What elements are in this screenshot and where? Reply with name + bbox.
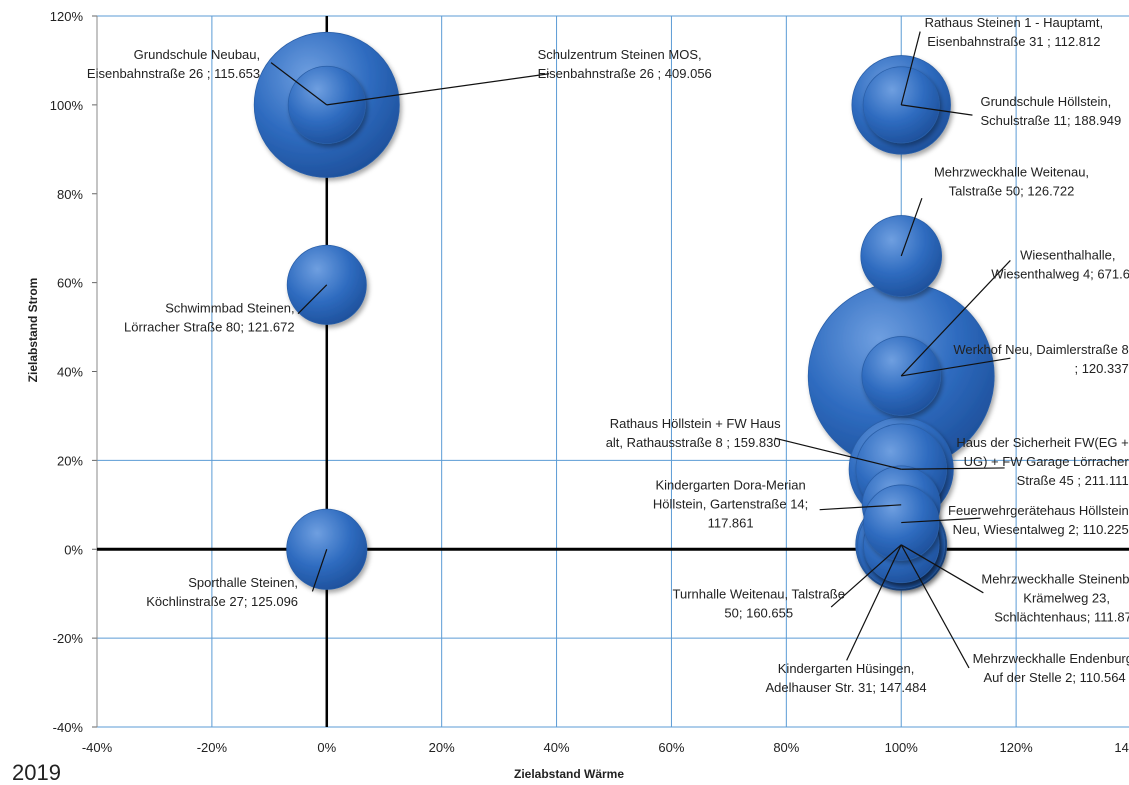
y-axis-title: Zielabstand Strom <box>26 278 40 383</box>
data-label-line: Kindergarten Dora-Merian <box>655 478 805 493</box>
y-tick-label: 0% <box>64 542 83 557</box>
data-label-line: Schulstraße 11; 188.949 <box>980 113 1121 128</box>
year-label: 2019 <box>12 760 61 785</box>
y-tick-label: -20% <box>53 631 84 646</box>
data-label-line: Talstraße 50; 126.722 <box>949 183 1075 198</box>
data-label-line: Mehrzweckhalle Weitenau, <box>934 164 1089 179</box>
data-label-line: Sporthalle Steinen, <box>188 575 298 590</box>
data-label-line: ; 120.337 <box>1074 361 1128 376</box>
data-label-line: Turnhalle Weitenau, Talstraße <box>673 587 845 602</box>
data-label-line: Straße 45 ; 211.111 <box>1017 473 1129 488</box>
data-label-line: 117.861 <box>708 516 754 531</box>
data-label-line: Adelhauser Str. 31; 147.484 <box>765 680 926 695</box>
data-label-line: Mehrzweckhalle Steinenberg, <box>981 571 1129 586</box>
data-label-line: Eisenbahnstraße 26 ; 409.056 <box>538 66 712 81</box>
data-label-line: Wiesenthalhalle, <box>1020 248 1115 263</box>
y-tick-label: 120% <box>50 9 84 24</box>
data-label-line: Neu, Wiesentalweg 2; 110.225 <box>953 522 1129 537</box>
y-tick-label: -40% <box>53 720 84 735</box>
x-axis-title: Zielabstand Wärme <box>514 767 624 781</box>
data-label-line: UG) + FW Garage Lörracher <box>964 454 1129 469</box>
y-tick-label: 80% <box>57 187 83 202</box>
x-tick-label: 140% <box>1114 740 1129 755</box>
data-label-line: Werkhof Neu, Daimlerstraße 8 <box>953 342 1128 357</box>
x-tick-label: 20% <box>429 740 455 755</box>
data-label-line: Krämelweg 23, <box>1023 590 1110 605</box>
y-tick-label: 20% <box>57 453 83 468</box>
data-label-line: Schlächtenhaus; 111.879 <box>994 609 1129 624</box>
x-tick-label: -20% <box>197 740 228 755</box>
x-tick-label: 100% <box>885 740 919 755</box>
x-tick-label: 80% <box>773 740 799 755</box>
y-tick-label: 60% <box>57 276 83 291</box>
data-label-line: Rathaus Höllstein + FW Haus <box>610 416 781 431</box>
data-label-line: Haus der Sicherheit FW(EG + <box>956 435 1128 450</box>
data-label-line: 50; 160.655 <box>724 606 793 621</box>
data-label-line: Auf der Stelle 2; 110.564 <box>984 670 1126 685</box>
y-tick-label: 100% <box>50 98 84 113</box>
data-label-line: Grundschule Höllstein, <box>980 94 1111 109</box>
data-label-line: Lörracher Straße 80; 121.672 <box>124 319 295 334</box>
data-label-line: Höllstein, Gartenstraße 14; <box>653 497 808 512</box>
x-tick-label: 60% <box>658 740 684 755</box>
x-tick-label: 120% <box>999 740 1033 755</box>
data-label-line: Grundschule Neubau, <box>134 47 260 62</box>
data-label-line: Mehrzweckhalle Endenburg, <box>973 651 1129 666</box>
data-label-line: Rathaus Steinen 1 - Hauptamt, <box>925 15 1104 30</box>
data-label-line: Kindergarten Hüsingen, <box>778 661 915 676</box>
data-label-line: Schwimmbad Steinen, <box>165 300 294 315</box>
data-label-line: Eisenbahnstraße 26 ; 115.653 <box>87 66 260 81</box>
x-tick-label: 0% <box>317 740 336 755</box>
data-label-line: alt, Rathausstraße 8 ; 159.830 <box>606 435 781 450</box>
data-label-line: Schulzentrum Steinen MOS, <box>538 47 702 62</box>
data-label-line: Feuerwehrgerätehaus Höllstein <box>948 503 1129 518</box>
x-tick-label: -40% <box>82 740 113 755</box>
y-tick-label: 40% <box>57 365 83 380</box>
data-label-line: Wiesenthalweg 4; 671.681 <box>991 267 1129 282</box>
data-label-line: Eisenbahnstraße 31 ; 112.812 <box>927 34 1100 49</box>
x-tick-label: 40% <box>544 740 570 755</box>
data-label-line: Köchlinstraße 27; 125.096 <box>146 594 298 609</box>
